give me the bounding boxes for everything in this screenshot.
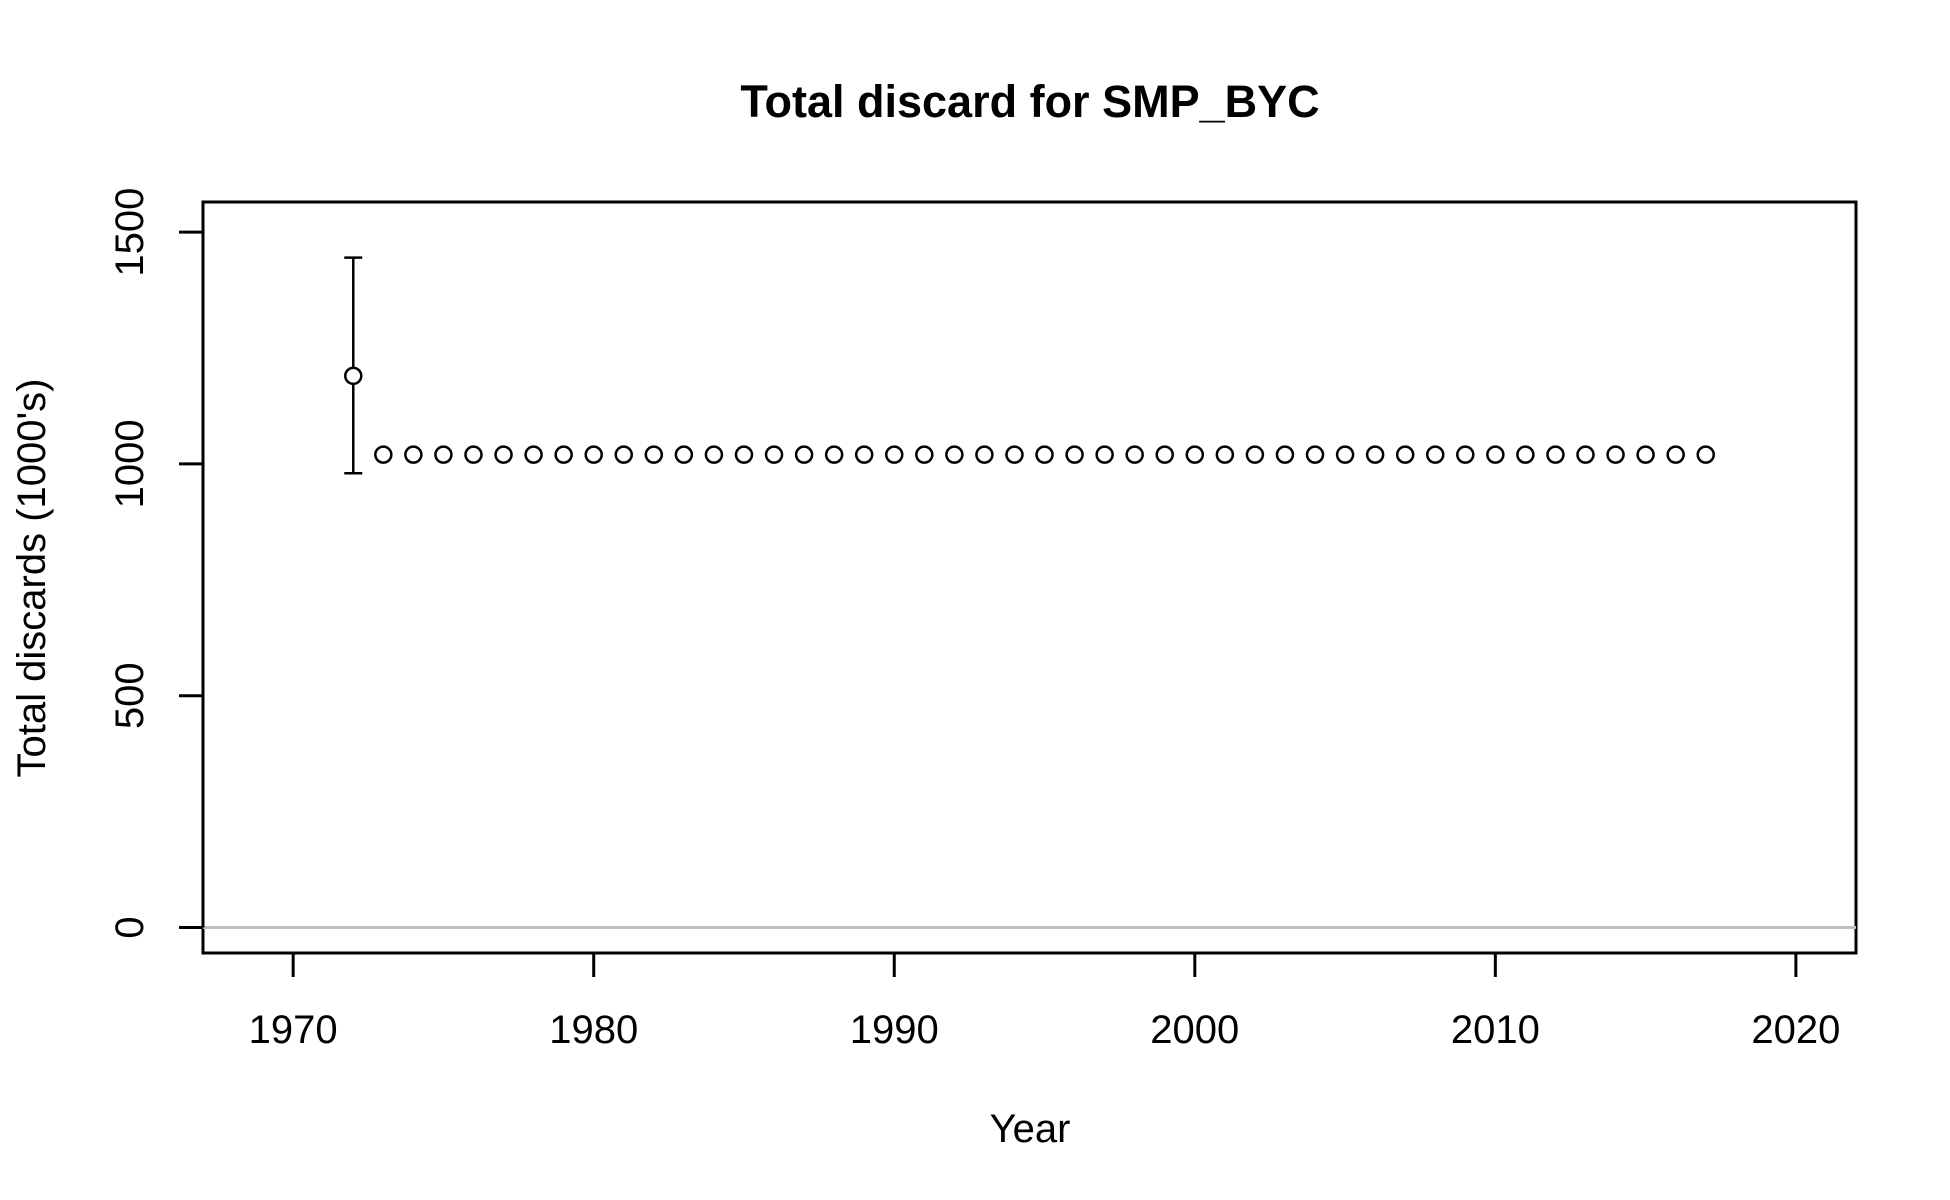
y-axis: 0 500 1000 1500 bbox=[108, 188, 205, 939]
x-tick-label: 2000 bbox=[1150, 1008, 1239, 1052]
data-point bbox=[1636, 445, 1655, 464]
data-point bbox=[464, 445, 483, 464]
data-point bbox=[1546, 445, 1565, 464]
data-point bbox=[494, 445, 513, 464]
x-tick-label: 2010 bbox=[1451, 1008, 1540, 1052]
data-point bbox=[524, 445, 543, 464]
data-point bbox=[1185, 445, 1205, 464]
x-tick-label: 2020 bbox=[1751, 1008, 1840, 1052]
data-point bbox=[1155, 445, 1174, 464]
data-point bbox=[1576, 445, 1595, 464]
error-bars bbox=[344, 256, 363, 475]
data-point bbox=[975, 445, 994, 464]
data-point bbox=[344, 366, 363, 386]
data-point bbox=[374, 445, 393, 464]
data-point bbox=[945, 445, 964, 464]
data-point bbox=[794, 445, 814, 464]
data-point bbox=[915, 445, 934, 464]
data-point bbox=[1065, 445, 1084, 464]
data-point bbox=[554, 445, 573, 464]
data-point bbox=[1305, 445, 1325, 464]
error-bar bbox=[344, 256, 363, 475]
data-point bbox=[1486, 445, 1505, 464]
data-point bbox=[1696, 445, 1715, 464]
data-point bbox=[584, 445, 603, 464]
data-point bbox=[404, 445, 423, 464]
data-point bbox=[1215, 445, 1235, 464]
y-tick-label: 500 bbox=[108, 662, 152, 729]
data-point bbox=[614, 445, 634, 464]
data-point bbox=[764, 445, 784, 464]
chart-title: Total discard for SMP_BYC bbox=[740, 76, 1319, 127]
x-tick-label: 1990 bbox=[850, 1008, 939, 1052]
data-point bbox=[1666, 445, 1685, 464]
data-point bbox=[1095, 445, 1114, 464]
y-tick-label: 1000 bbox=[108, 419, 152, 508]
data-point bbox=[1245, 445, 1265, 464]
y-tick-label: 0 bbox=[108, 916, 152, 938]
y-tick-label: 1500 bbox=[108, 188, 152, 277]
x-axis-label: Year bbox=[990, 1107, 1071, 1151]
data-point bbox=[1365, 445, 1385, 464]
x-tick-label: 1970 bbox=[249, 1008, 338, 1052]
data-point bbox=[434, 445, 453, 464]
data-point bbox=[704, 445, 724, 464]
data-point bbox=[854, 445, 874, 464]
data-point bbox=[734, 445, 754, 464]
data-point bbox=[1005, 445, 1024, 464]
data-point bbox=[1275, 445, 1295, 464]
data-point bbox=[1456, 445, 1475, 464]
data-point bbox=[1425, 445, 1445, 464]
data-point bbox=[885, 445, 904, 464]
data-point bbox=[674, 445, 694, 464]
data-points bbox=[344, 366, 1715, 464]
data-point bbox=[644, 445, 664, 464]
plot-frame bbox=[201, 200, 1858, 955]
data-point bbox=[1606, 445, 1625, 464]
data-point bbox=[1335, 445, 1355, 464]
data-point bbox=[1125, 445, 1144, 464]
x-tick-label: 1980 bbox=[549, 1008, 638, 1052]
data-point bbox=[1516, 445, 1535, 464]
data-point bbox=[1035, 445, 1054, 464]
x-axis: 1970 1980 1990 2000 2010 2020 bbox=[249, 951, 1840, 1052]
y-axis-label: Total discards (1000's) bbox=[10, 379, 54, 778]
data-point bbox=[824, 445, 844, 464]
data-point bbox=[1395, 445, 1415, 464]
